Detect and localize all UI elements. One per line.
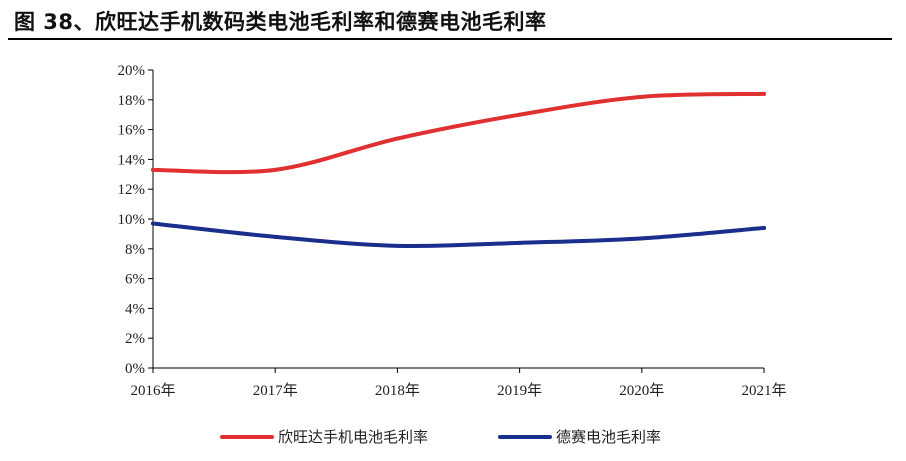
data-point-2 <box>517 240 522 245</box>
data-point-1 <box>273 167 278 172</box>
y-tick-label: 20% <box>118 63 146 79</box>
y-tick-label: 8% <box>125 242 145 258</box>
series-line-1 <box>151 91 766 175</box>
x-tick-label: 2020年 <box>619 382 664 399</box>
data-point-1 <box>517 112 522 117</box>
y-axis-ticks: 0% 2% 4% 6% 8% 10% 12% 14% 16% 18% 20% <box>118 63 153 377</box>
data-point-1 <box>762 91 766 96</box>
x-tick-label: 2021年 <box>741 382 786 399</box>
x-axis-ticks: 2016年 2017年 2018年 2019年 2020年 2021年 <box>130 368 787 399</box>
y-tick-label: 16% <box>118 123 146 139</box>
legend: 欣旺达手机电池毛利率 德赛电池毛利率 <box>220 428 661 446</box>
data-point-2 <box>151 221 155 226</box>
data-point-2 <box>395 243 400 248</box>
data-point-1 <box>639 94 644 99</box>
title-divider <box>8 38 892 40</box>
y-tick-label: 6% <box>125 272 145 288</box>
data-point-1 <box>395 136 400 141</box>
y-tick-label: 14% <box>118 152 146 168</box>
legend-label-2: 德赛电池毛利率 <box>556 428 661 446</box>
series-line-2 <box>151 221 766 249</box>
data-point-2 <box>639 236 644 241</box>
x-tick-label: 2016年 <box>130 382 175 399</box>
x-tick-label: 2019年 <box>497 382 542 399</box>
x-tick-label: 2017年 <box>253 382 298 399</box>
y-tick-label: 12% <box>118 182 146 198</box>
series-lines <box>151 91 766 249</box>
y-tick-label: 4% <box>125 301 145 317</box>
data-point-2 <box>273 234 278 239</box>
y-tick-label: 0% <box>125 361 145 377</box>
x-tick-label: 2018年 <box>375 382 420 399</box>
y-tick-label: 2% <box>125 331 145 347</box>
y-tick-label: 10% <box>118 212 146 228</box>
data-point-2 <box>762 225 766 230</box>
data-point-1 <box>151 167 155 172</box>
y-tick-label: 18% <box>118 93 146 109</box>
figure-title: 图 38、欣旺达手机数码类电池毛利率和德赛电池毛利率 <box>14 10 547 34</box>
legend-label-1: 欣旺达手机电池毛利率 <box>278 428 428 446</box>
